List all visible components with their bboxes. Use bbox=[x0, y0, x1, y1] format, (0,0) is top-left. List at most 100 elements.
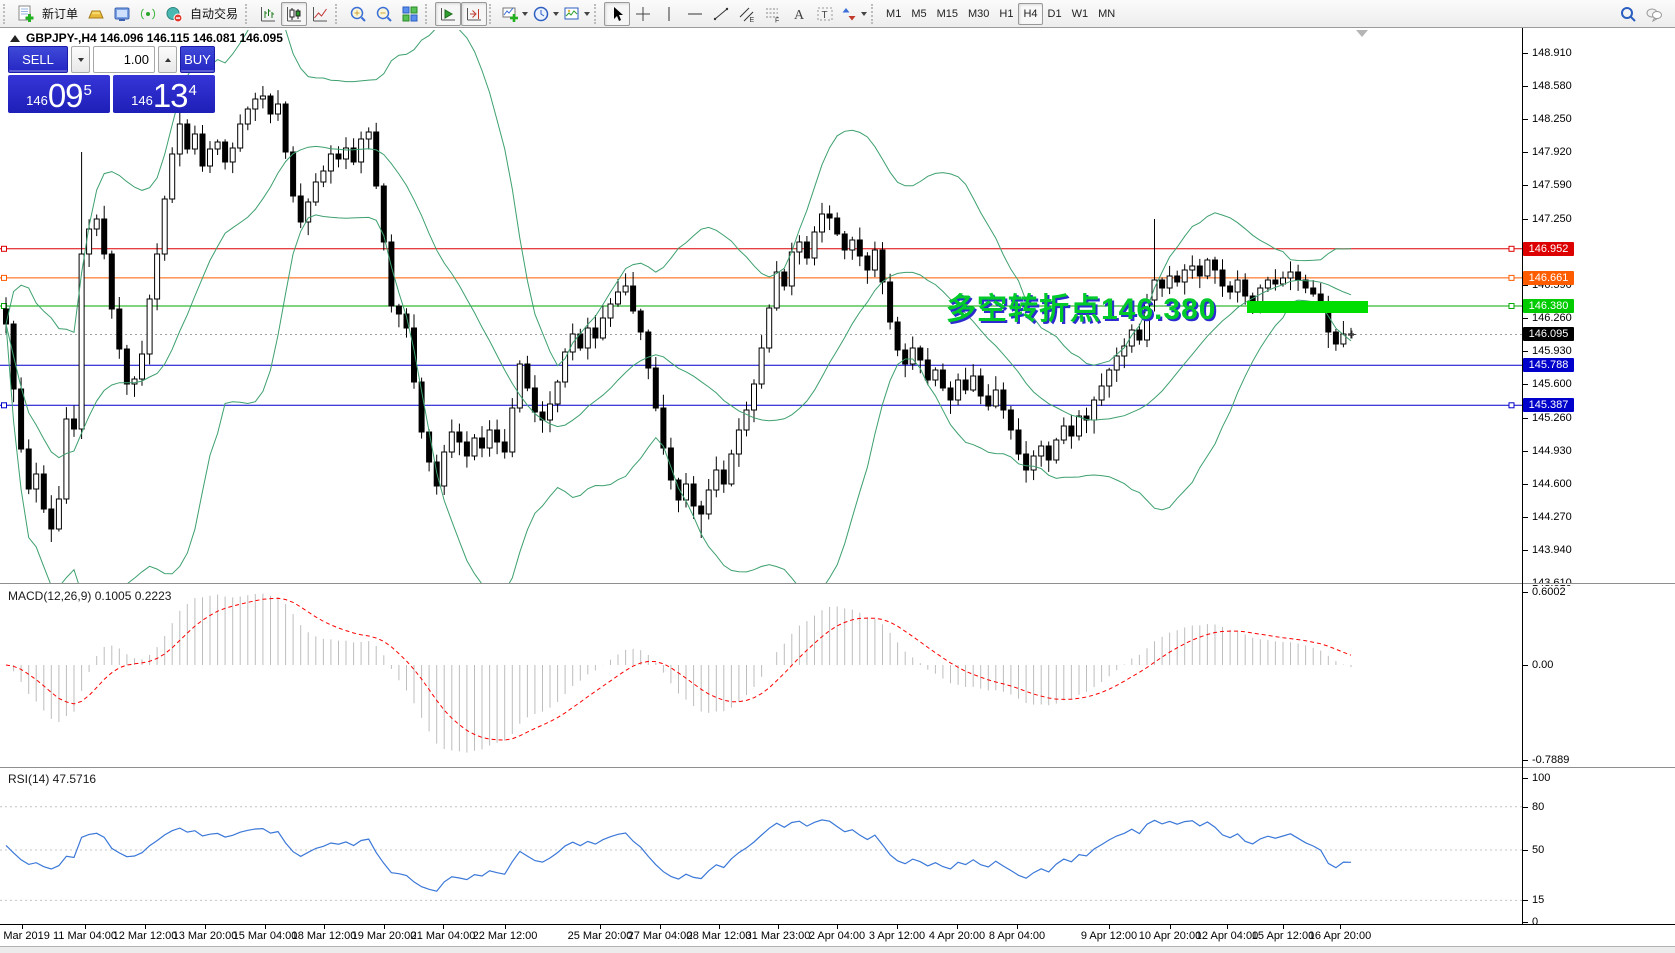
macd-axis-label: 0.00 bbox=[1532, 659, 1554, 671]
tile-windows-button[interactable] bbox=[397, 2, 423, 26]
timeframe-m15[interactable]: M15 bbox=[936, 7, 958, 20]
line-handle bbox=[1, 402, 7, 409]
timeframe-w1[interactable]: W1 bbox=[1071, 7, 1089, 20]
chart-shift-marker[interactable] bbox=[1356, 30, 1368, 37]
new-order-icon bbox=[18, 5, 34, 22]
time-axis-label: 12 Mar 12:00 bbox=[112, 930, 178, 942]
price-badge: 146.095 bbox=[1523, 327, 1574, 341]
price-axis-label: 145.930 bbox=[1532, 345, 1572, 357]
periods-button[interactable] bbox=[530, 2, 561, 26]
sell-button[interactable]: SELL bbox=[8, 46, 68, 73]
arrows-button[interactable] bbox=[838, 2, 869, 26]
templates-button[interactable] bbox=[561, 2, 592, 26]
timeframe-h4[interactable]: H4 bbox=[1018, 2, 1043, 25]
price-axis-label: 148.250 bbox=[1532, 113, 1572, 125]
rsi-indicator-label: RSI(14) 47.5716 bbox=[8, 772, 97, 786]
bollinger-band bbox=[5, 145, 1352, 459]
candle-chart-button[interactable] bbox=[281, 1, 308, 26]
price-axis-label: 147.590 bbox=[1532, 179, 1572, 191]
axis-tick bbox=[1523, 592, 1528, 593]
macd-pane[interactable] bbox=[5, 593, 1352, 753]
chart-shift-button[interactable] bbox=[461, 1, 488, 26]
horizontal-line-button[interactable] bbox=[682, 2, 708, 26]
timeframe-m5[interactable]: M5 bbox=[911, 7, 927, 20]
timeframe-h1[interactable]: H1 bbox=[999, 7, 1014, 20]
new-order-button[interactable] bbox=[13, 2, 39, 26]
time-axis-label: 7 Mar 2019 bbox=[0, 930, 50, 942]
trendline-icon bbox=[713, 7, 729, 20]
pane-separator[interactable] bbox=[0, 583, 1675, 585]
chat-button[interactable] bbox=[1641, 2, 1667, 26]
cursor-button[interactable] bbox=[604, 1, 631, 26]
timeframe-mn[interactable]: MN bbox=[1098, 7, 1116, 20]
zoom-out-button[interactable] bbox=[371, 2, 397, 26]
trendline-button[interactable] bbox=[708, 2, 734, 26]
chart-shift-icon bbox=[467, 7, 482, 20]
price-axis-label: 146.260 bbox=[1532, 312, 1572, 324]
window-bottom-edge bbox=[0, 946, 1675, 953]
search-button[interactable] bbox=[1615, 2, 1641, 26]
zoom-in-button[interactable] bbox=[345, 2, 371, 26]
price-axis-label: 144.600 bbox=[1532, 478, 1572, 490]
time-tick bbox=[957, 925, 958, 929]
crosshair-button[interactable] bbox=[630, 2, 656, 26]
toolbar: 新订单 自动交易 E F A T M1 M5 M15 M30 H1 H4 D1 W1 MN bbox=[0, 0, 1675, 28]
price-axis-label: 145.260 bbox=[1532, 412, 1572, 424]
volume-increase-button[interactable] bbox=[158, 46, 177, 73]
toolbar-grip bbox=[335, 3, 341, 24]
toolbar-grip bbox=[425, 3, 431, 24]
time-axis-label: 13 Mar 20:00 bbox=[172, 930, 238, 942]
time-axis-label: 9 Apr 12:00 bbox=[1080, 930, 1138, 942]
time-tick bbox=[1340, 925, 1341, 929]
axis-tick bbox=[1523, 152, 1528, 153]
gold-bar-button[interactable] bbox=[83, 2, 109, 26]
buy-price-display[interactable]: 146 13 4 bbox=[113, 75, 215, 113]
pane-separator[interactable] bbox=[0, 767, 1675, 769]
timeframe-m30[interactable]: M30 bbox=[968, 7, 990, 20]
axis-tick bbox=[1523, 285, 1528, 286]
svg-text:A: A bbox=[794, 8, 805, 23]
autotrading-button[interactable] bbox=[161, 2, 187, 26]
axis-tick bbox=[1523, 517, 1528, 518]
volume-decrease-button[interactable] bbox=[71, 46, 90, 73]
text-button[interactable]: A bbox=[786, 2, 812, 26]
line-chart-button[interactable] bbox=[307, 2, 333, 26]
axis-tick bbox=[1523, 760, 1528, 761]
svg-text:E: E bbox=[750, 17, 755, 23]
text-icon: A bbox=[794, 8, 805, 23]
time-tick bbox=[85, 925, 86, 929]
buy-button[interactable]: BUY bbox=[180, 46, 215, 73]
sell-price-display[interactable]: 146 09 5 bbox=[8, 75, 110, 113]
collapse-icon[interactable] bbox=[10, 34, 20, 42]
market-profile-icon bbox=[114, 7, 130, 21]
rsi-pane[interactable] bbox=[0, 806, 1522, 901]
fibonacci-button[interactable]: F bbox=[760, 2, 786, 26]
macd-axis-label: 0.6002 bbox=[1532, 586, 1566, 598]
vertical-line-button[interactable] bbox=[656, 2, 682, 26]
price-axis-label: 147.250 bbox=[1532, 213, 1572, 225]
auto-scroll-button[interactable] bbox=[435, 1, 462, 26]
price-badge: 145.387 bbox=[1523, 398, 1574, 412]
equidistant-channel-button[interactable]: E bbox=[734, 2, 760, 26]
time-tick bbox=[1109, 925, 1110, 929]
new-chart-button[interactable] bbox=[499, 2, 530, 26]
zoom-out-icon bbox=[376, 6, 392, 22]
main-pane[interactable] bbox=[0, 4, 1522, 612]
signal-button[interactable] bbox=[135, 2, 161, 26]
time-axis-label: 10 Apr 20:00 bbox=[1138, 930, 1202, 942]
volume-input[interactable] bbox=[93, 46, 155, 73]
text-label-button[interactable]: T bbox=[812, 2, 838, 26]
timeframe-m1[interactable]: M1 bbox=[886, 7, 902, 20]
axis-tick bbox=[1523, 384, 1528, 385]
time-tick bbox=[1283, 925, 1284, 929]
sell-price-prefix: 146 bbox=[26, 93, 48, 108]
chart-annotation-text[interactable]: 多空转折点146.380 bbox=[946, 293, 1217, 326]
time-axis-label: 3 Apr 12:00 bbox=[868, 930, 926, 942]
fibonacci-icon: F bbox=[766, 8, 779, 23]
bar-chart-button[interactable] bbox=[255, 2, 281, 26]
bollinger-band bbox=[5, 30, 1352, 367]
timeframe-d1[interactable]: D1 bbox=[1047, 7, 1062, 20]
market-profile-button[interactable] bbox=[109, 2, 135, 26]
